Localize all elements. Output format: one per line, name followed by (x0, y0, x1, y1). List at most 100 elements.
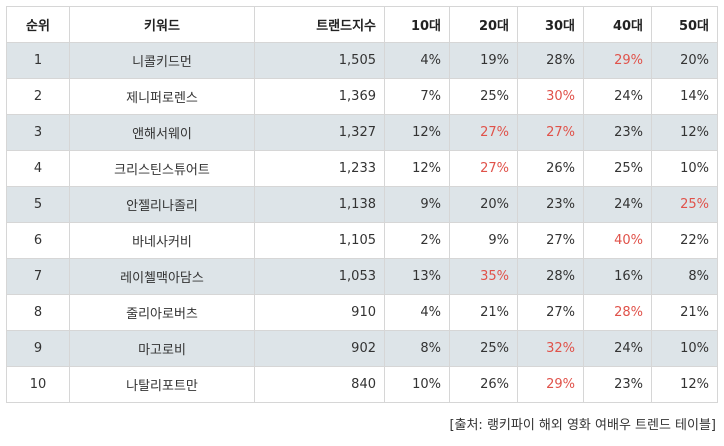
cell-age-10s: 8% (384, 330, 450, 367)
table-row: 9 마고로비 902 8% 25% 32% 24% 10% (6, 330, 718, 367)
header-keyword: 키워드 (69, 6, 255, 43)
cell-age-40s: 24% (583, 186, 652, 223)
cell-trend-index: 1,105 (254, 222, 385, 259)
cell-rank: 4 (6, 150, 70, 187)
cell-age-20s: 19% (449, 42, 518, 79)
cell-keyword: 레이첼맥아담스 (69, 258, 255, 295)
table-row: 3 앤해서웨이 1,327 12% 27% 27% 23% 12% (6, 114, 718, 151)
table-row: 5 안젤리나졸리 1,138 9% 20% 23% 24% 25% (6, 186, 718, 223)
header-trend-index: 트랜드지수 (254, 6, 385, 43)
cell-age-50s: 10% (651, 330, 718, 367)
cell-age-30s: 28% (517, 258, 584, 295)
header-age-30s: 30대 (517, 6, 584, 43)
cell-keyword: 크리스틴스튜어트 (69, 150, 255, 187)
header-age-40s: 40대 (583, 6, 652, 43)
source-caption: [출처: 랭키파이 해외 영화 여배우 트렌드 테이블] (449, 418, 716, 433)
cell-age-10s: 10% (384, 366, 450, 403)
cell-keyword: 마고로비 (69, 330, 255, 367)
cell-trend-index: 840 (254, 366, 385, 403)
cell-age-20s: 26% (449, 366, 518, 403)
header-age-20s: 20대 (449, 6, 518, 43)
table-body: 1 니콜키드먼 1,505 4% 19% 28% 29% 20% 2 제니퍼로렌스 1,369 7% 2… (6, 42, 718, 403)
cell-age-50s: 21% (651, 294, 718, 331)
table-row: 6 바네사커비 1,105 2% 9% 27% 40% 22% (6, 222, 718, 259)
cell-age-50s: 22% (651, 222, 718, 259)
cell-keyword: 줄리아로버츠 (69, 294, 255, 331)
cell-rank: 3 (6, 114, 70, 151)
cell-keyword: 앤해서웨이 (69, 114, 255, 151)
cell-trend-index: 1,369 (254, 78, 385, 115)
cell-trend-index: 902 (254, 330, 385, 367)
cell-age-20s: 25% (449, 330, 518, 367)
cell-trend-index: 1,505 (254, 42, 385, 79)
table-row: 1 니콜키드먼 1,505 4% 19% 28% 29% 20% (6, 42, 718, 79)
cell-rank: 2 (6, 78, 70, 115)
cell-rank: 7 (6, 258, 70, 295)
cell-age-50s: 8% (651, 258, 718, 295)
cell-age-30s: 32% (517, 330, 584, 367)
header-rank: 순위 (6, 6, 70, 43)
cell-age-30s: 27% (517, 222, 584, 259)
header-age-10s: 10대 (384, 6, 450, 43)
cell-age-50s: 14% (651, 78, 718, 115)
table-header-row: 순위 키워드 트랜드지수 10대 20대 30대 40대 50대 (6, 6, 718, 43)
cell-rank: 8 (6, 294, 70, 331)
cell-rank: 1 (6, 42, 70, 79)
cell-keyword: 바네사커비 (69, 222, 255, 259)
cell-age-20s: 9% (449, 222, 518, 259)
cell-age-50s: 25% (651, 186, 718, 223)
table-row: 8 줄리아로버츠 910 4% 21% 27% 28% 21% (6, 294, 718, 331)
cell-age-30s: 29% (517, 366, 584, 403)
cell-age-40s: 40% (583, 222, 652, 259)
cell-age-30s: 30% (517, 78, 584, 115)
cell-age-40s: 25% (583, 150, 652, 187)
cell-age-10s: 13% (384, 258, 450, 295)
cell-age-10s: 12% (384, 114, 450, 151)
cell-age-30s: 26% (517, 150, 584, 187)
cell-trend-index: 1,233 (254, 150, 385, 187)
table-row: 7 레이첼맥아담스 1,053 13% 35% 28% 16% 8% (6, 258, 718, 295)
cell-age-50s: 12% (651, 114, 718, 151)
table-row: 4 크리스틴스튜어트 1,233 12% 27% 26% 25% 10% (6, 150, 718, 187)
cell-age-40s: 16% (583, 258, 652, 295)
cell-trend-index: 1,053 (254, 258, 385, 295)
cell-age-10s: 7% (384, 78, 450, 115)
cell-age-50s: 12% (651, 366, 718, 403)
cell-age-50s: 20% (651, 42, 718, 79)
table-row: 2 제니퍼로렌스 1,369 7% 25% 30% 24% 14% (6, 78, 718, 115)
cell-keyword: 니콜키드먼 (69, 42, 255, 79)
cell-age-10s: 9% (384, 186, 450, 223)
cell-age-30s: 23% (517, 186, 584, 223)
cell-rank: 5 (6, 186, 70, 223)
cell-age-10s: 12% (384, 150, 450, 187)
cell-age-20s: 20% (449, 186, 518, 223)
cell-trend-index: 910 (254, 294, 385, 331)
cell-age-20s: 25% (449, 78, 518, 115)
cell-trend-index: 1,327 (254, 114, 385, 151)
cell-age-40s: 23% (583, 114, 652, 151)
cell-age-10s: 4% (384, 294, 450, 331)
cell-rank: 9 (6, 330, 70, 367)
trend-ranking-table: 순위 키워드 트랜드지수 10대 20대 30대 40대 50대 1 니콜키드먼 1… (6, 6, 718, 403)
cell-age-50s: 10% (651, 150, 718, 187)
cell-age-40s: 23% (583, 366, 652, 403)
cell-keyword: 제니퍼로렌스 (69, 78, 255, 115)
cell-age-40s: 28% (583, 294, 652, 331)
cell-age-20s: 35% (449, 258, 518, 295)
cell-age-20s: 21% (449, 294, 518, 331)
cell-rank: 6 (6, 222, 70, 259)
cell-age-40s: 24% (583, 330, 652, 367)
cell-age-30s: 27% (517, 114, 584, 151)
cell-age-30s: 28% (517, 42, 584, 79)
cell-age-10s: 2% (384, 222, 450, 259)
cell-age-30s: 27% (517, 294, 584, 331)
cell-trend-index: 1,138 (254, 186, 385, 223)
cell-age-40s: 29% (583, 42, 652, 79)
cell-age-20s: 27% (449, 150, 518, 187)
cell-keyword: 나탈리포트만 (69, 366, 255, 403)
cell-age-20s: 27% (449, 114, 518, 151)
cell-age-10s: 4% (384, 42, 450, 79)
table-row: 10 나탈리포트만 840 10% 26% 29% 23% 12% (6, 366, 718, 403)
header-age-50s: 50대 (651, 6, 718, 43)
cell-rank: 10 (6, 366, 70, 403)
